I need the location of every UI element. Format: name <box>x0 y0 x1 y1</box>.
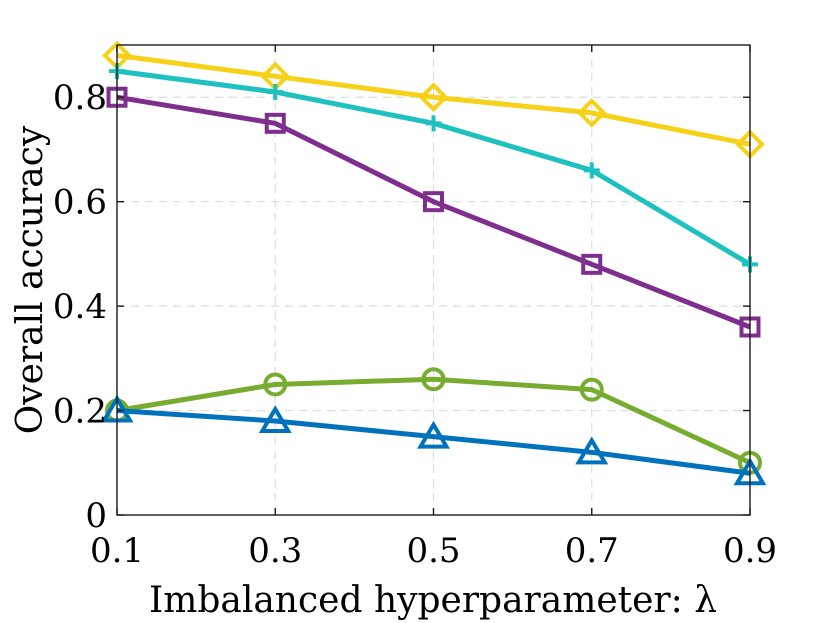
data-point-circle <box>421 367 446 392</box>
x-tick-label: 0.9 <box>723 531 777 571</box>
data-point-triangle <box>416 420 451 449</box>
data-point-plus <box>583 162 600 179</box>
y-axis-label: Overall accuracy <box>10 125 51 434</box>
y-tick-label: 0.8 <box>53 78 107 118</box>
data-point-diamond <box>418 82 449 113</box>
data-point-triangle <box>575 436 609 465</box>
data-point-diamond <box>576 98 607 128</box>
x-axis-label: Imbalanced hyperparameter: λ <box>149 580 717 621</box>
y-axis-ticks: 0 0.2 0.4 0.6 0.8 <box>53 78 750 536</box>
series-line-triangle <box>116 408 751 476</box>
series-line-circle <box>116 376 752 466</box>
data-point-square <box>264 112 286 134</box>
x-tick-label: 0.3 <box>248 531 302 571</box>
data-point-triangle <box>258 405 292 433</box>
y-tick-label: 0.2 <box>53 392 107 432</box>
x-axis-ticks: 0.1 0.3 0.5 0.7 0.9 <box>90 45 777 571</box>
series-layer <box>100 40 767 486</box>
data-point-plus <box>425 115 442 132</box>
x-tick-label: 0.7 <box>565 531 619 571</box>
y-tick-label: 0.6 <box>53 183 107 223</box>
series-diamond <box>102 40 765 160</box>
series-line-diamond <box>116 52 751 147</box>
data-point-square <box>423 191 444 213</box>
y-tick-label: 0 <box>85 496 107 536</box>
grid-layer <box>117 45 750 515</box>
x-tick-label: 0.5 <box>406 531 460 571</box>
data-point-square <box>581 253 603 275</box>
series-line-plus <box>116 68 752 267</box>
x-tick-label: 0.1 <box>90 531 144 571</box>
data-point-circle <box>579 377 604 402</box>
data-point-circle <box>263 372 288 397</box>
data-point-plus <box>267 84 284 100</box>
series-line-square <box>116 94 751 330</box>
y-tick-label: 0.4 <box>53 287 107 327</box>
